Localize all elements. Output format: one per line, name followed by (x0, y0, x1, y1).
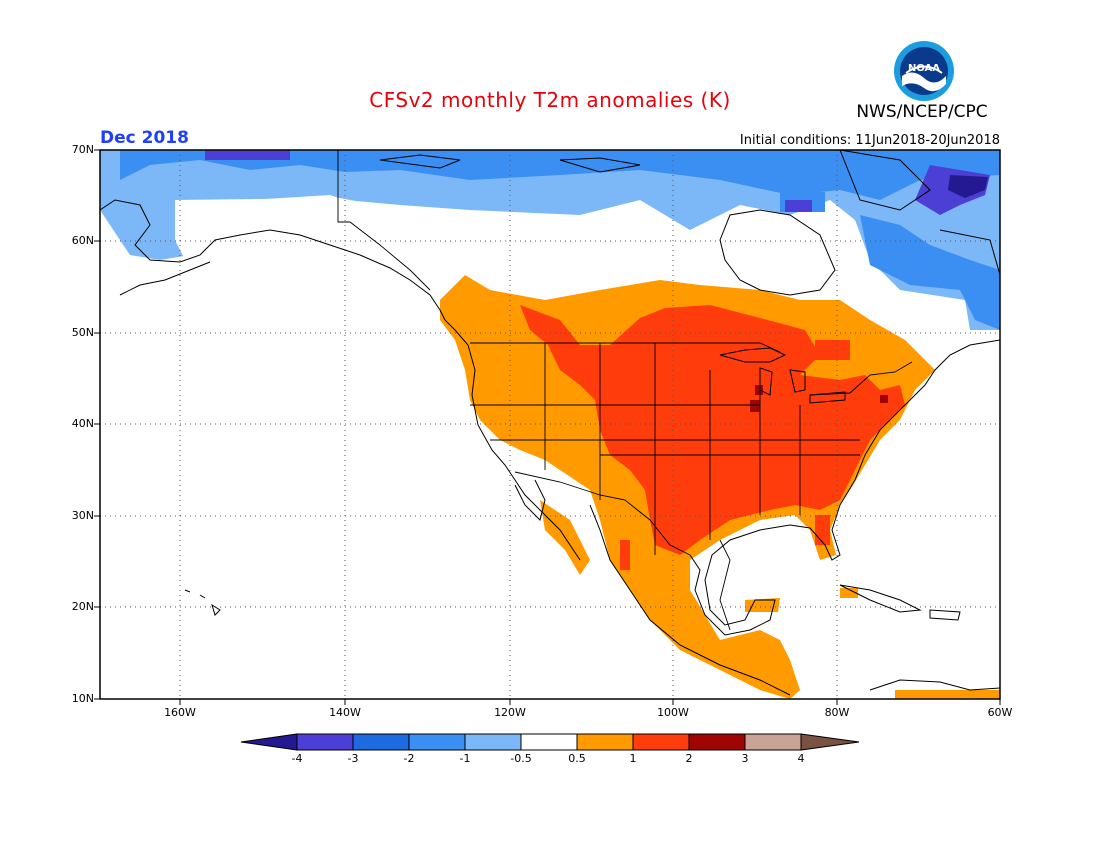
colorbar-label-m1: -1 (459, 752, 471, 765)
colorbar-3-4 (744, 733, 802, 751)
colorbar (240, 733, 860, 751)
noaa-logo: NOAA (893, 40, 955, 102)
agency-label: NWS/NCEP/CPC (856, 102, 988, 122)
colorbar-label-3: 3 (741, 752, 749, 765)
colorbar-label-2: 2 (685, 752, 693, 765)
colorbar-2-3 (688, 733, 746, 751)
colorbar-m2-m1 (408, 733, 466, 751)
coastlines (100, 150, 1000, 696)
colorbar-m4-m3 (296, 733, 354, 751)
colorbar-label-m2: -2 (403, 752, 415, 765)
axis-ticks (94, 149, 1001, 705)
colorbar-label-05: 0.5 (568, 752, 586, 765)
lat-label-20n: 20N (71, 600, 94, 613)
colorbar-m1-m05 (464, 733, 522, 751)
graticule (100, 150, 1000, 699)
political-boundaries (337, 150, 913, 631)
lon-label-160w: 160W (164, 706, 196, 719)
colorbar-label-m4: -4 (291, 752, 303, 765)
lon-label-60w: 60W (987, 706, 1013, 719)
colorbar-gt-4 (800, 733, 860, 751)
colorbar-05-1 (576, 733, 634, 751)
lat-label-70n: 70N (71, 143, 94, 156)
lon-label-80w: 80W (824, 706, 850, 719)
lon-label-100w: 100W (657, 706, 689, 719)
cool-anomaly-band-light (100, 150, 1000, 330)
cool-anomaly-band-extreme (948, 175, 988, 198)
colorbar-1-2 (632, 733, 690, 751)
chart-title: CFSv2 monthly T2m anomalies (K) (369, 88, 731, 112)
colorbar-m3-m2 (352, 733, 410, 751)
initial-conditions-label: Initial conditions: 11Jun2018-20Jun2018 (739, 133, 1000, 148)
colorbar-label-1: 1 (629, 752, 637, 765)
lat-label-40n: 40N (71, 417, 94, 430)
lat-label-60n: 60N (71, 234, 94, 247)
valid-month-label: Dec 2018 (100, 128, 189, 148)
colorbar-label-4: 4 (797, 752, 805, 765)
colorbar-m05-05 (520, 733, 578, 751)
lat-label-30n: 30N (71, 509, 94, 522)
lat-label-50n: 50N (71, 326, 94, 339)
logo-text: NOAA (908, 63, 940, 74)
warm-anomaly-band-strong (750, 385, 888, 412)
lat-label-10n: 10N (71, 692, 94, 705)
lon-label-140w: 140W (329, 706, 361, 719)
colorbar-label-m05: -0.5 (510, 752, 532, 765)
colorbar-lt-m4 (240, 733, 298, 751)
lon-label-120w: 120W (494, 706, 526, 719)
colorbar-label-m3: -3 (347, 752, 359, 765)
